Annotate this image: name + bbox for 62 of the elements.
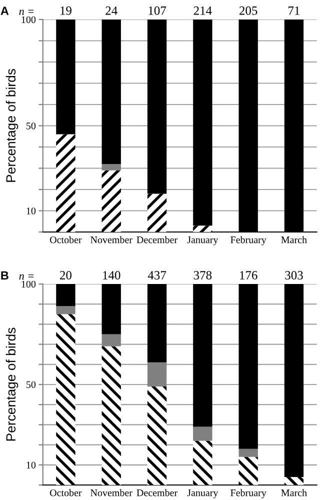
text: 19 [60,6,72,15]
bar [238,284,258,449]
y-axis-title: Percentage of birds [6,69,18,182]
x-tick-label: January [187,236,218,246]
bar [102,164,121,170]
x-tick-label: November [90,236,132,244]
bar [102,20,121,164]
y-tick-label: 50 [26,122,36,130]
bar [102,284,121,334]
bar [56,134,76,232]
bar [147,284,167,362]
bar [56,284,76,306]
text: 140 [103,271,120,280]
text: A [0,6,9,15]
y-axis-title: Percentage of birds [6,328,18,441]
x-tick-label: December [136,489,178,496]
bar [102,346,121,485]
y-tick-label: 50 [26,381,36,388]
bar [238,448,258,457]
bar [147,386,167,485]
bar [193,284,212,427]
bar [193,440,212,485]
bar [56,20,76,134]
x-tick-label: November [90,489,132,496]
x-tick-label: January [187,490,218,498]
text: 71 [288,6,300,15]
bar [193,226,212,232]
x-tick-label: March [281,489,307,496]
y-tick-label: 10 [26,208,36,214]
text: 437 [148,271,166,280]
text: n = [19,274,34,280]
bar [147,194,167,232]
x-tick-label: February [230,236,266,246]
bar [147,20,167,194]
bar [102,334,121,346]
bar [238,456,258,485]
x-tick-label: February [230,489,266,498]
y-tick-label: 100 [22,280,36,288]
bar [284,476,304,485]
x-tick-label: December [136,236,178,244]
y-tick-label: 10 [26,462,36,468]
bar [193,426,212,441]
text: n = [19,10,34,16]
text: 205 [239,6,258,15]
x-tick-label: October [50,236,82,244]
bar [56,306,76,314]
text: 303 [285,271,303,280]
text: 107 [148,6,166,15]
bar [102,170,121,232]
text: 24 [106,6,118,15]
bar [147,362,167,387]
text: 378 [194,271,212,280]
x-tick-label: March [281,236,307,244]
x-tick-label: October [50,489,82,496]
text: 214 [194,6,212,15]
text: B [1,271,8,280]
text: 176 [240,271,258,280]
bar [284,284,304,477]
y-tick-label: 100 [22,16,36,24]
bar [56,314,76,485]
text: 20 [60,271,72,280]
bar [193,20,212,226]
